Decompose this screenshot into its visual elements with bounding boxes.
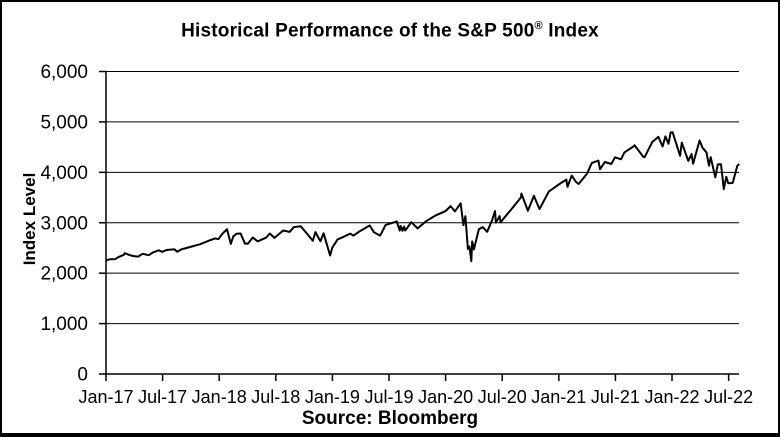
x-tick-label: Jan-17: [78, 387, 133, 407]
x-tick-label: Jan-21: [531, 387, 586, 407]
y-tick-label: 3,000: [40, 213, 88, 234]
x-tick-label: Jul-17: [138, 387, 187, 407]
x-tick-label: Jul-22: [704, 387, 753, 407]
chart-title: Historical Performance of the S&P 500® I…: [0, 20, 780, 42]
x-tick-label: Jan-19: [305, 387, 360, 407]
x-tick-label: Jan-20: [418, 387, 473, 407]
y-tick-label: 1,000: [40, 314, 88, 335]
x-tick-label: Jan-22: [644, 387, 699, 407]
x-tick-label: Jan-18: [192, 387, 247, 407]
y-tick-label: 0: [77, 365, 88, 386]
x-tick-label: Jul-21: [591, 387, 640, 407]
chart-title-text: Historical Performance of the S&P 500: [181, 20, 535, 42]
x-tick-label: Jul-20: [478, 387, 527, 407]
y-tick-label: 2,000: [40, 264, 88, 285]
y-tick-label: 5,000: [40, 112, 88, 133]
x-tick-label: Jul-18: [251, 387, 300, 407]
source-caption: Source: Bloomberg: [301, 408, 479, 429]
chart-title-text-end: Index: [542, 20, 599, 42]
sp500-index-line: [105, 131, 740, 263]
registered-trademark-symbol: ®: [534, 20, 543, 32]
y-tick-label: 6,000: [40, 62, 88, 83]
y-tick-label: 4,000: [40, 163, 88, 184]
x-tick-label: Jul-19: [364, 387, 413, 407]
